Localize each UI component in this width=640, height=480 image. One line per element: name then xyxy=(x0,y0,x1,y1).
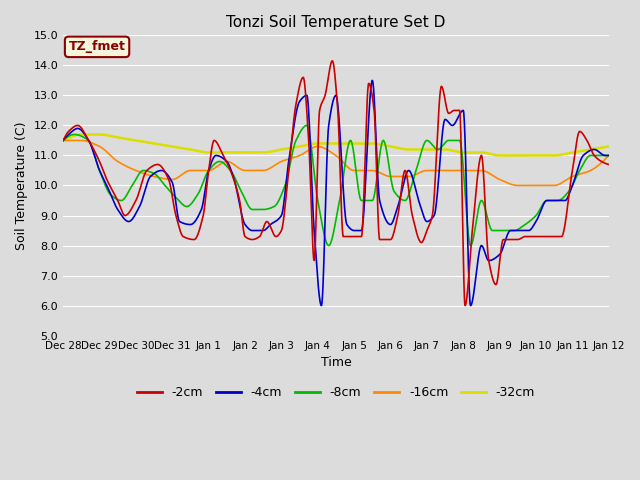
Y-axis label: Soil Temperature (C): Soil Temperature (C) xyxy=(15,121,28,250)
Title: Tonzi Soil Temperature Set D: Tonzi Soil Temperature Set D xyxy=(227,15,445,30)
X-axis label: Time: Time xyxy=(321,356,351,369)
Legend: -2cm, -4cm, -8cm, -16cm, -32cm: -2cm, -4cm, -8cm, -16cm, -32cm xyxy=(132,382,540,405)
Text: TZ_fmet: TZ_fmet xyxy=(68,40,125,53)
